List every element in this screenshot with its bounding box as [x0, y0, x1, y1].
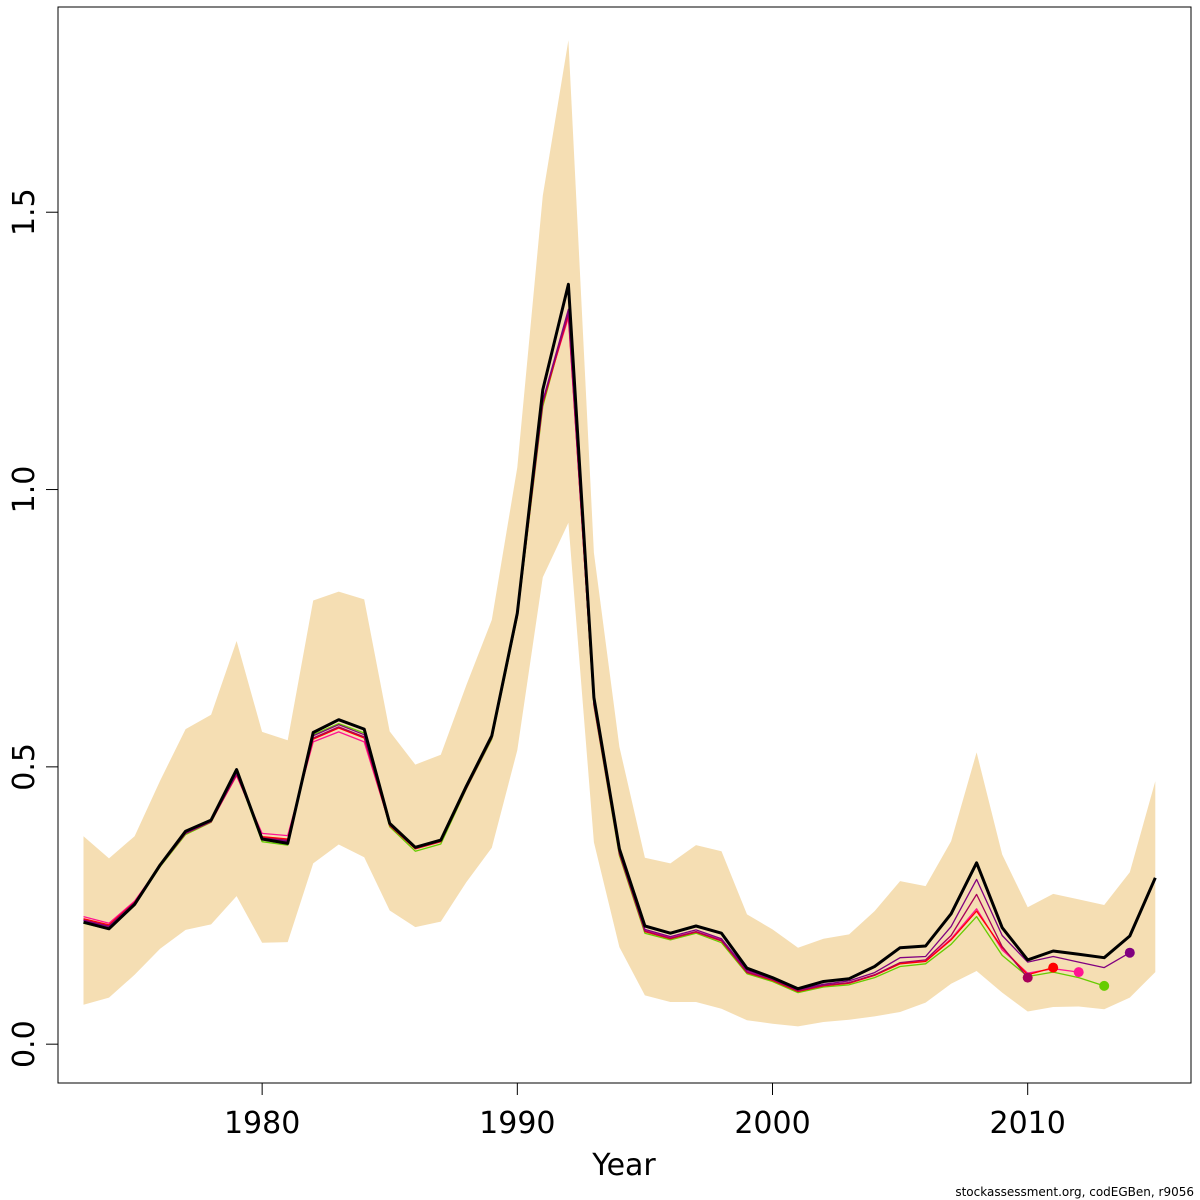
confidence-band [83, 40, 1156, 1027]
y-tick-label-3: 1.5 [7, 188, 42, 236]
credit-text: stockassessment.org, codEGBen, r9056 [955, 1185, 1194, 1199]
x-tick-label-1980: 1980 [224, 1106, 300, 1141]
y-tick-label-2: 1.0 [7, 466, 42, 514]
series-end-marker-5 [1124, 947, 1135, 958]
confidence-band-area [83, 40, 1156, 1027]
y-tick-label-0: 0.0 [7, 1020, 42, 1068]
y-axis: 0.0 0.5 1.0 1.5 [7, 188, 58, 1068]
x-tick-label-2010: 2010 [990, 1106, 1066, 1141]
plot-frame [57, 6, 1192, 1084]
series-end-marker-3 [1048, 962, 1059, 973]
x-axis: 1980 1990 2000 2010 [224, 1083, 1066, 1141]
series-lines [83, 282, 1157, 994]
x-tick-label-2000: 2000 [734, 1106, 810, 1141]
series-end-marker-4 [1022, 972, 1033, 983]
series-end-marker-2 [1073, 967, 1084, 978]
x-axis-title: Year [591, 1148, 656, 1183]
series-end-markers [1022, 947, 1135, 991]
y-tick-label-1: 0.5 [7, 743, 42, 791]
series-end-marker-1 [1099, 980, 1110, 991]
x-tick-label-1990: 1990 [479, 1106, 555, 1141]
series-line-6 [83, 282, 1157, 991]
